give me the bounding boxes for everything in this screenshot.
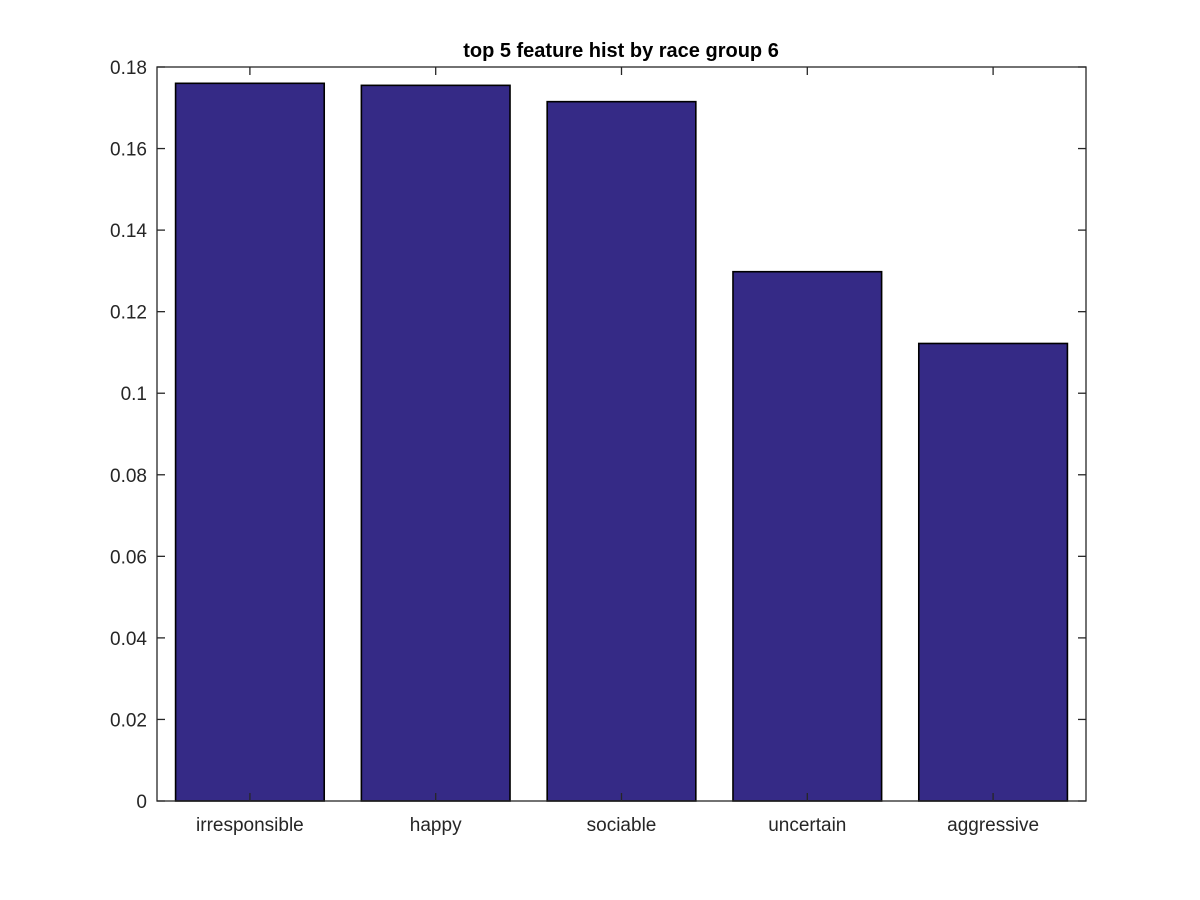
x-tick-label: sociable	[587, 815, 657, 836]
bar-irresponsible	[174, 82, 326, 802]
x-tick-label: irresponsible	[196, 815, 304, 836]
y-tick-label: 0.08	[110, 466, 147, 487]
ticks-layer	[157, 66, 1086, 802]
bar-aggressive	[917, 342, 1069, 802]
y-tick-label: 0.06	[110, 547, 147, 568]
labels-layer: 0 0.02 0.04 0.06 0.08 0.1 0.12 0.14 0.16 0.18 irre…	[110, 58, 1039, 836]
bar-uncertain	[732, 270, 883, 802]
chart-title: top 5 feature hist by race group 6	[463, 40, 779, 62]
y-tick-label: 0.14	[110, 221, 147, 242]
y-tick-label: 0.1	[121, 384, 147, 405]
y-tick-label: 0.04	[110, 629, 147, 650]
bars-layer	[174, 82, 1069, 802]
bar-happy	[360, 84, 511, 802]
y-tick-label: 0.02	[110, 710, 147, 731]
x-tick-label: aggressive	[947, 815, 1039, 836]
x-tick-label: happy	[410, 815, 462, 836]
y-tick-label: 0.18	[110, 58, 147, 79]
y-tick-label: 0.12	[110, 303, 147, 324]
y-tick-label: 0.16	[110, 140, 147, 161]
y-tick-label: 0	[136, 792, 147, 813]
bar-sociable	[546, 100, 697, 802]
x-tick-label: uncertain	[768, 815, 846, 836]
